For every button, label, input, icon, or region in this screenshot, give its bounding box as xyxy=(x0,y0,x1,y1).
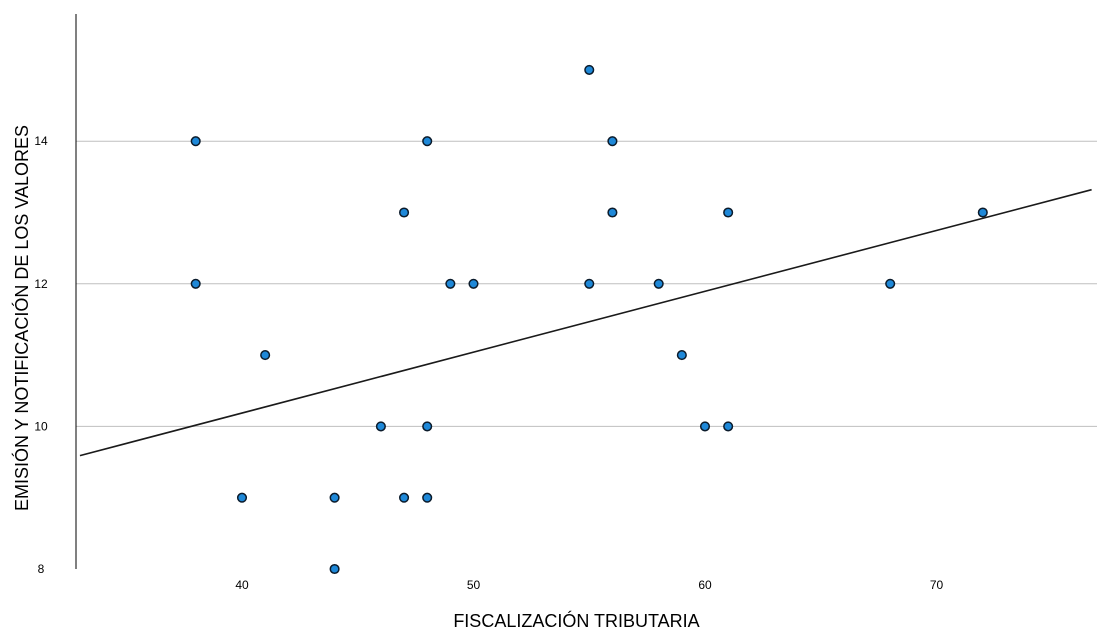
data-point xyxy=(584,64,595,75)
y-tick-labels: 8 10 12 14 xyxy=(34,134,48,576)
data-point xyxy=(329,563,340,575)
data-point xyxy=(468,278,479,289)
x-tick-label: 50 xyxy=(467,578,481,592)
data-points xyxy=(190,64,988,575)
data-point xyxy=(584,278,595,289)
data-point xyxy=(607,136,618,147)
data-point xyxy=(329,492,340,503)
y-tick-label: 8 xyxy=(38,562,45,576)
data-point xyxy=(190,136,201,147)
y-axis-title: EMISIÓN Y NOTIFICACIÓN DE LOS VALORES xyxy=(11,125,32,511)
x-tick-label: 70 xyxy=(930,578,944,592)
data-point xyxy=(399,207,410,218)
data-point xyxy=(399,492,410,503)
y-tick-label: 14 xyxy=(34,134,48,148)
data-point xyxy=(422,492,433,503)
x-tick-labels: 40 50 60 70 xyxy=(235,578,943,592)
data-point xyxy=(885,278,896,289)
data-point xyxy=(653,278,664,289)
data-point xyxy=(190,278,201,289)
x-tick-label: 60 xyxy=(698,578,712,592)
data-point xyxy=(723,207,734,218)
x-tick-label: 40 xyxy=(235,578,249,592)
data-point xyxy=(607,207,618,218)
data-point xyxy=(699,421,711,432)
data-point xyxy=(977,207,988,218)
x-axis-title: FISCALIZACIÓN TRIBUTARIA xyxy=(453,610,699,631)
fit-line xyxy=(79,188,1092,457)
data-point xyxy=(723,421,734,432)
data-point xyxy=(260,350,271,361)
y-tick-label: 12 xyxy=(34,277,48,291)
data-point xyxy=(236,492,248,503)
data-point xyxy=(422,421,433,432)
data-point xyxy=(375,421,386,432)
data-point xyxy=(422,136,433,147)
data-point xyxy=(445,278,456,289)
data-point xyxy=(676,350,687,361)
y-tick-label: 10 xyxy=(34,419,48,433)
